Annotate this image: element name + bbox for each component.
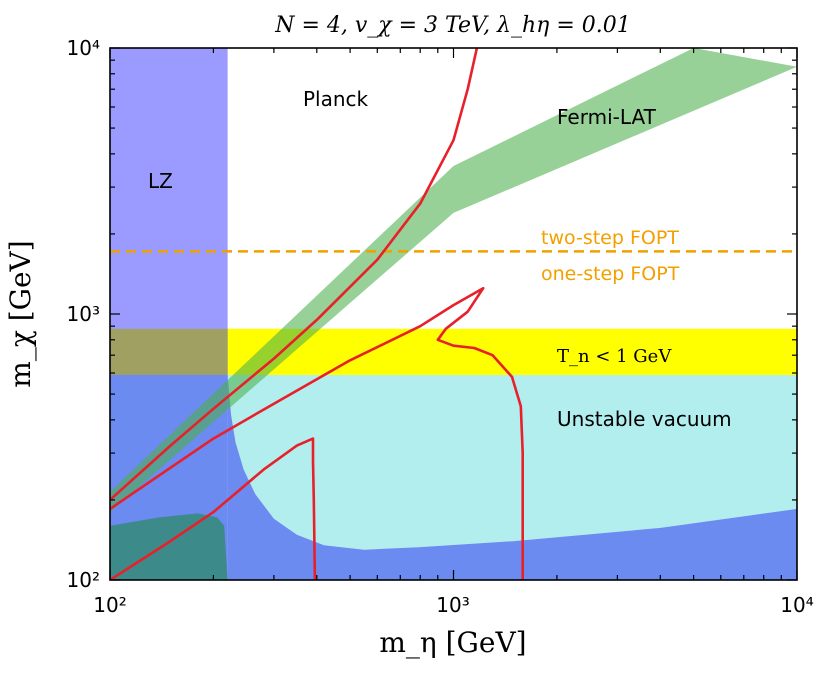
- red-contour-2: [110, 286, 525, 580]
- label-fermi-lat: Fermi-LAT: [557, 105, 657, 129]
- label-lz: LZ: [148, 169, 173, 193]
- x-tick-label-2: 10³: [436, 593, 469, 617]
- region-fermi-lat: [110, 48, 797, 513]
- y-tick-label-2: 10³: [67, 302, 100, 326]
- label-two-step-fopt: two-step FOPT: [541, 227, 679, 249]
- x-tick-label-1: 10²: [93, 593, 126, 617]
- region-overlap-pocket: [110, 513, 228, 580]
- y-axis-label: m_χ [GeV]: [4, 240, 37, 387]
- red-contour-3: [110, 437, 317, 580]
- plot-area: [110, 48, 797, 580]
- label-tn-band: T_n < 1 GeV: [557, 346, 672, 367]
- region-lz-tn-overlap: [110, 328, 228, 375]
- chart-title: N = 4, v_χ = 3 TeV, λ_hη = 0.01: [274, 13, 631, 38]
- region-unstable-vacuum: [227, 375, 797, 580]
- label-planck: Planck: [303, 87, 369, 111]
- x-axis-label: m_η [GeV]: [379, 626, 526, 659]
- y-tick-label-1: 10²: [67, 568, 100, 592]
- x-tick-label-3: 10⁴: [780, 593, 813, 617]
- y-tick-label-3: 10⁴: [67, 36, 100, 60]
- label-unstable-vacuum: Unstable vacuum: [557, 407, 732, 431]
- axis-ticks: [109, 47, 798, 581]
- label-one-step-fopt: one-step FOPT: [541, 263, 680, 285]
- red-contour-1: [110, 48, 479, 501]
- region-excluded-low: [227, 375, 797, 580]
